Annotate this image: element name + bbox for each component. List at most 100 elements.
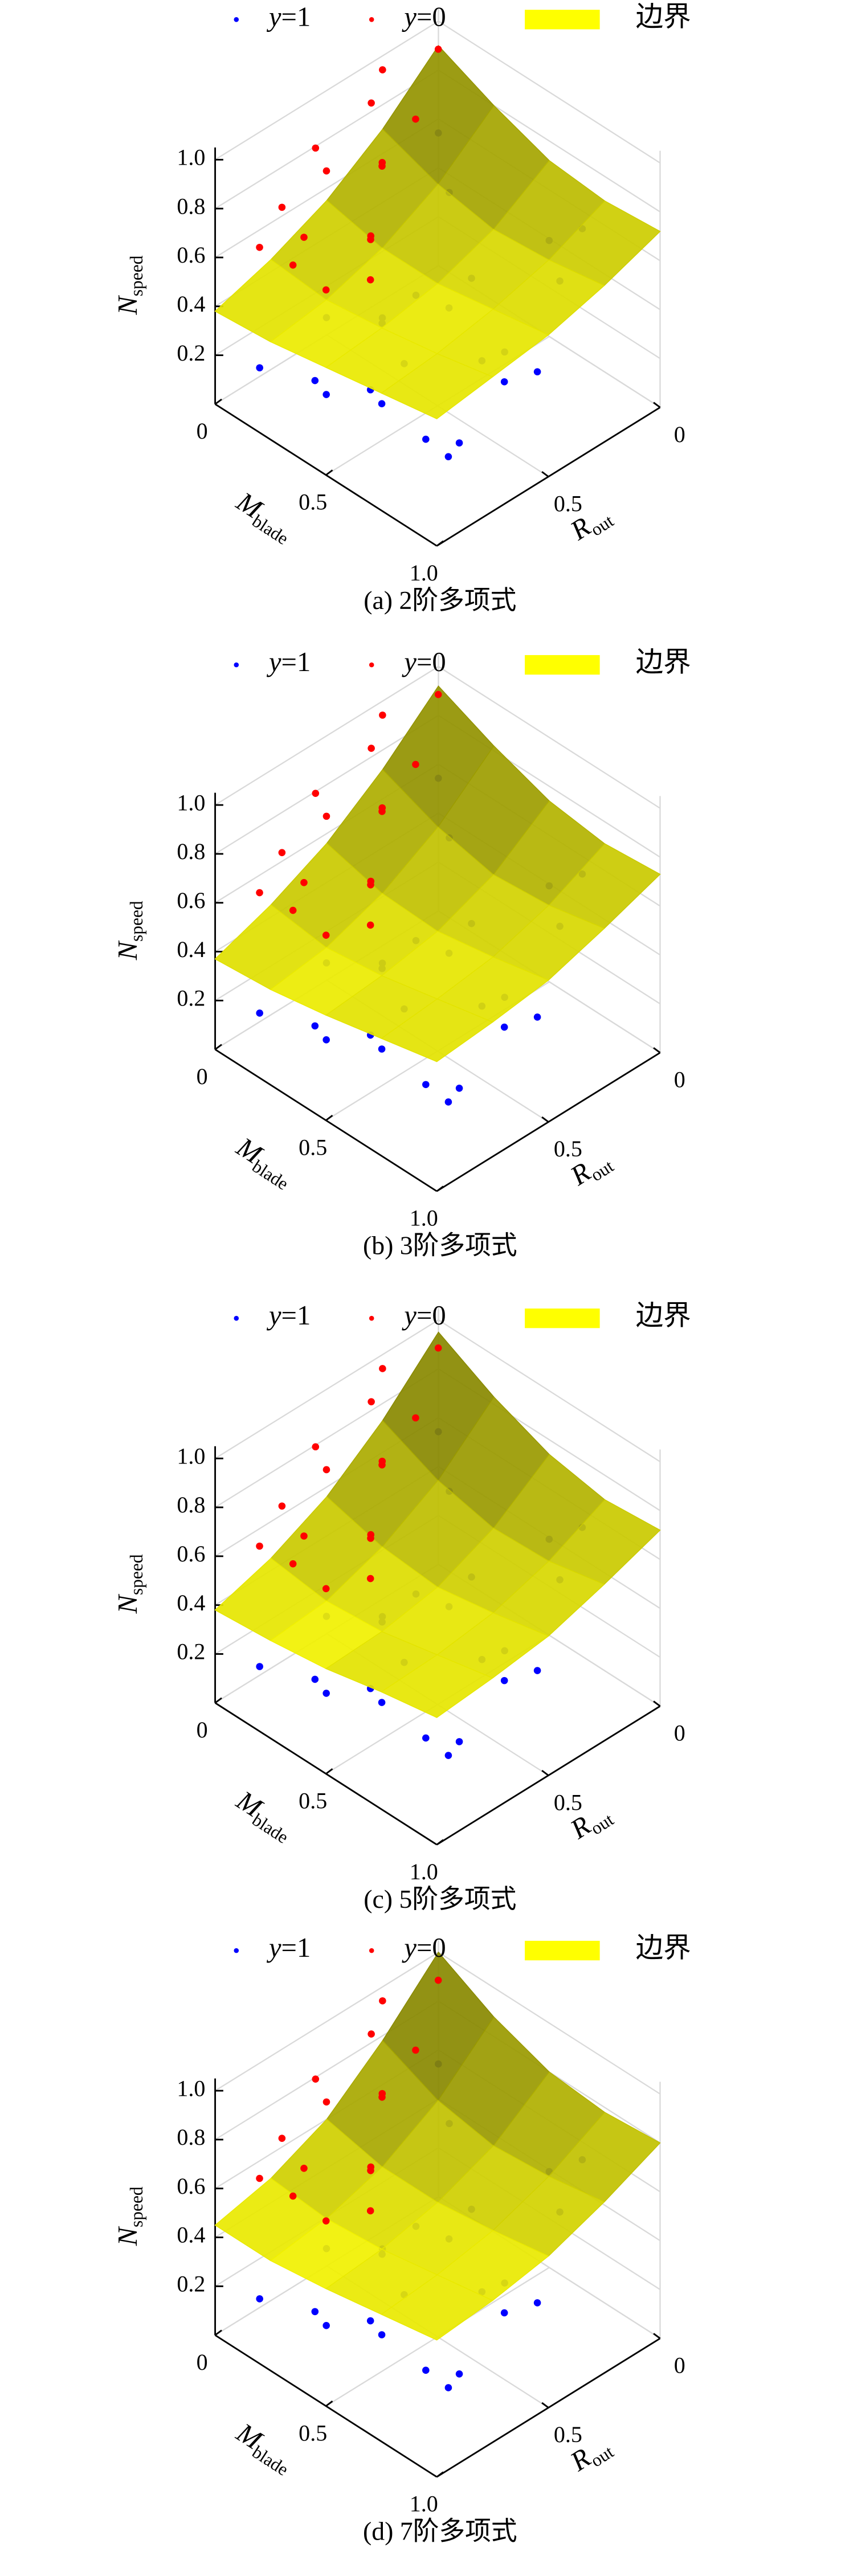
y-tick [653, 1700, 661, 1707]
y-tick-label: 0.5 [554, 2422, 582, 2447]
data-point [422, 1734, 430, 1742]
data-point [300, 2164, 308, 2172]
data-point [322, 2322, 330, 2329]
y-tick [541, 1769, 549, 1776]
data-point [422, 435, 430, 443]
legend-label: y=1 [266, 1300, 311, 1331]
axis-label: Mblade [228, 1131, 300, 1194]
x-tick-label: 0.5 [299, 2420, 327, 2446]
data-point [368, 99, 375, 107]
data-point [412, 115, 419, 123]
grid-line [214, 1319, 439, 1459]
y-tick-label: 0.5 [554, 490, 582, 516]
y-tick [541, 471, 549, 477]
y-tick-label: 0.5 [554, 1789, 582, 1815]
axis-label: Mblade [228, 486, 300, 549]
legend-marker [234, 1315, 239, 1321]
z-tick-label: 0.4 [177, 937, 205, 962]
data-point [289, 261, 297, 269]
surface-facet [380, 2274, 493, 2341]
y-tick-label: 0 [674, 2353, 685, 2378]
data-point [322, 812, 330, 820]
axis-label-sub: blade [248, 1810, 292, 1847]
x-tick-label: 0 [197, 2349, 208, 2375]
x-tick-label: 1.0 [410, 1205, 438, 1231]
y-tick-label: 0.5 [554, 1136, 582, 1162]
data-point [322, 391, 330, 398]
data-point [322, 1466, 330, 1474]
data-point [300, 1532, 308, 1540]
y-tick [541, 1116, 549, 1123]
data-point [289, 906, 297, 914]
data-point [367, 1535, 374, 1542]
data-point [533, 368, 541, 375]
x-tick [214, 398, 222, 405]
data-point [434, 1976, 442, 1984]
data-point [311, 2308, 319, 2316]
z-tick-label: 1.0 [177, 1443, 205, 1469]
x-tick [214, 1697, 222, 1704]
legend-swatch [525, 10, 600, 30]
data-point [533, 1013, 541, 1021]
surface-facet [380, 998, 494, 1062]
data-point [422, 2366, 430, 2374]
axis-label: Nspeed [112, 2186, 146, 2246]
data-point [322, 167, 330, 175]
data-point [379, 712, 386, 719]
chart-caption: (a) 2阶多项式 [364, 586, 516, 615]
legend-label: 边界 [636, 1932, 691, 1963]
data-point [500, 1023, 508, 1031]
x-tick [436, 1185, 444, 1192]
data-point [256, 1009, 263, 1017]
x-tick-label: 0.5 [299, 489, 327, 515]
data-point [368, 2030, 375, 2038]
data-point [444, 453, 452, 460]
data-point [312, 1443, 320, 1451]
chart-caption: (d) 7阶多项式 [363, 2517, 517, 2546]
surface-facet [380, 353, 494, 419]
z-tick-label: 0.8 [177, 839, 205, 864]
data-point [366, 2207, 374, 2215]
chart-caption: (c) 5阶多项式 [364, 1884, 516, 1913]
chart-caption: (b) 3阶多项式 [363, 1231, 517, 1260]
legend-label: y=1 [266, 1932, 311, 1963]
x-tick-label: 1.0 [410, 1859, 438, 1884]
data-point [300, 234, 308, 241]
grid-line [214, 21, 439, 161]
data-point [256, 364, 263, 371]
legend-label: y=0 [401, 1300, 446, 1331]
y-tick [653, 402, 661, 408]
z-tick-label: 0.6 [177, 2173, 205, 2199]
x-tick-label: 0.5 [299, 1134, 327, 1160]
data-point [368, 745, 375, 752]
x-tick-label: 0 [197, 418, 208, 444]
data-point [322, 1690, 330, 1697]
data-point [378, 162, 386, 170]
legend-label: y=0 [401, 647, 446, 677]
data-point [434, 1344, 442, 1352]
data-point [455, 2370, 463, 2378]
data-point [322, 1585, 330, 1593]
data-point [379, 1997, 386, 2005]
x-tick [325, 469, 333, 476]
data-point [533, 1667, 541, 1674]
data-point [289, 1560, 297, 1568]
x-tick-label: 1.0 [410, 2491, 438, 2517]
legend-marker [369, 1315, 374, 1321]
x-tick [436, 1839, 444, 1846]
data-point [434, 46, 442, 53]
legend-label: y=0 [401, 1932, 446, 1963]
data-point [278, 849, 286, 856]
data-point [312, 2075, 320, 2083]
z-tick-label: 0.2 [177, 1639, 205, 1665]
data-point [312, 790, 320, 797]
data-point [256, 2174, 263, 2182]
data-point [455, 1738, 463, 1745]
axis-label-main: N [112, 295, 143, 316]
data-point [434, 690, 442, 698]
legend-label: y=0 [401, 1, 446, 32]
